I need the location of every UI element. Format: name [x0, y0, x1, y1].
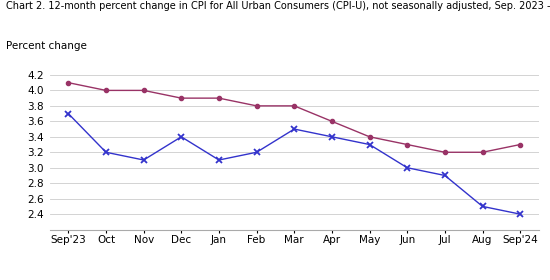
Text: Chart 2. 12-month percent change in CPI for All Urban Consumers (CPI-U), not sea: Chart 2. 12-month percent change in CPI … — [6, 1, 550, 11]
Text: Percent change: Percent change — [6, 41, 86, 51]
